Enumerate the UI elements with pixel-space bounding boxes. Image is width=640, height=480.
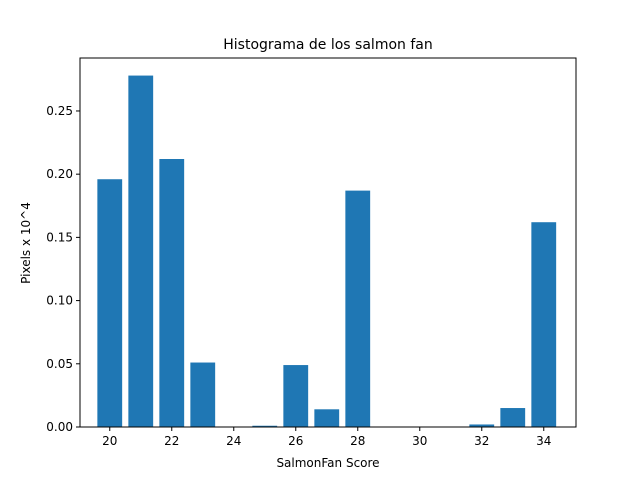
bar-20	[97, 179, 123, 427]
bar-33	[500, 408, 526, 427]
x-tick-label: 22	[164, 434, 179, 448]
x-axis-label: SalmonFan Score	[276, 456, 379, 470]
x-tick-label: 28	[350, 434, 365, 448]
bar-23	[190, 362, 216, 427]
bar-21	[128, 75, 154, 427]
plot-frame	[79, 57, 577, 428]
bar-34	[531, 222, 557, 427]
y-tick-label: 0.10	[46, 294, 73, 308]
x-tick-label: 30	[412, 434, 427, 448]
y-axis-label: Pixels x 10^4	[19, 202, 33, 284]
y-tick-label: 0.20	[46, 167, 73, 181]
bars-group	[97, 75, 557, 427]
chart-title: Histograma de los salmon fan	[223, 37, 432, 53]
y-tick-label: 0.05	[46, 357, 73, 371]
y-axis-ticks: 0.00 0.05 0.10 0.15 0.20 0.25	[46, 104, 80, 434]
y-tick-label: 0.15	[46, 230, 73, 244]
bar-26	[283, 365, 309, 427]
bar-27	[314, 409, 340, 427]
y-tick-label: 0.25	[46, 104, 73, 118]
bar-28	[345, 190, 371, 427]
bar-32	[469, 424, 495, 427]
x-tick-label: 34	[536, 434, 551, 448]
bar-25	[252, 425, 278, 427]
x-tick-label: 24	[226, 434, 241, 448]
x-axis-ticks: 20 22 24 26 28 30 32 34	[102, 427, 551, 448]
x-tick-label: 26	[288, 434, 303, 448]
y-tick-label: 0.00	[46, 420, 73, 434]
x-tick-label: 32	[474, 434, 489, 448]
x-tick-label: 20	[102, 434, 117, 448]
bar-22	[159, 159, 185, 427]
